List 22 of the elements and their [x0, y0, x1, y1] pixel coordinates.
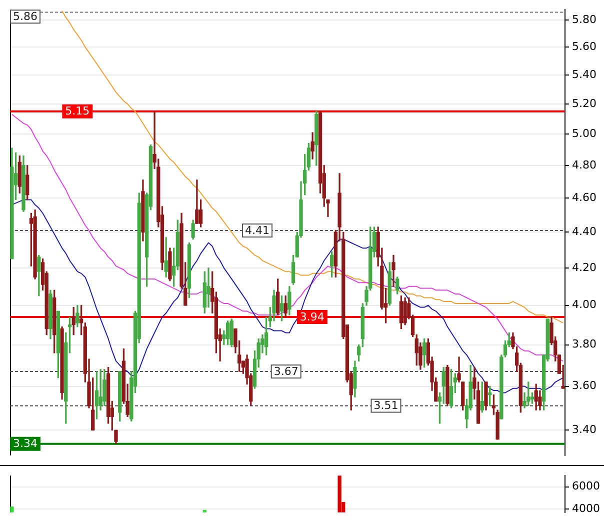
y-tick-label: 5.40 [572, 68, 596, 81]
y-tick-label: 3.60 [572, 379, 596, 392]
y-tick-label: 4000 [572, 502, 600, 515]
y-tick-label: 4.60 [572, 190, 596, 204]
annotation: 4.41 [244, 224, 270, 237]
y-tick-label: 6000 [572, 480, 600, 493]
y-tick-label: 4.00 [572, 298, 596, 312]
y-tick-label: 5.00 [572, 126, 596, 140]
annotation: 5.86 [13, 10, 38, 23]
annotation: 3.67 [274, 364, 298, 378]
y-tick-label: 5.20 [572, 96, 596, 110]
annotation: 3.51 [374, 399, 398, 412]
y-tick-label: 4.80 [572, 158, 596, 172]
annotation: 3.94 [300, 310, 324, 324]
y-tick-label: 4.20 [572, 260, 596, 274]
annotation: 5.15 [65, 104, 90, 118]
y-tick-label: 3.80 [572, 338, 596, 351]
y-tick-label: 3.40 [572, 423, 596, 436]
y-tick-label: 4.40 [572, 225, 596, 238]
y-tick-label: 5.80 [572, 12, 596, 26]
y-tick-label: 5.60 [572, 40, 596, 53]
annotation: 3.34 [13, 437, 38, 450]
